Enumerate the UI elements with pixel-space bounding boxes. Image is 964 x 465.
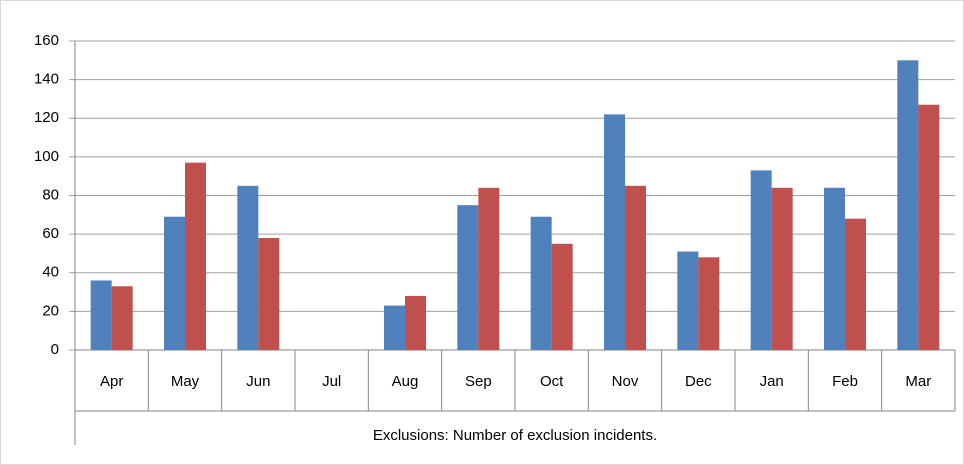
x-tick-label: Oct (540, 373, 564, 390)
bar (677, 251, 699, 350)
x-tick-label: Jun (246, 373, 270, 390)
bar (90, 280, 112, 350)
x-tick-label: Sep (465, 373, 492, 390)
y-tick-label: 120 (34, 109, 59, 126)
bar (237, 185, 259, 350)
bar (698, 257, 720, 350)
bar (750, 170, 772, 350)
y-tick-label: 160 (34, 32, 59, 49)
x-tick-label: Jul (322, 373, 341, 390)
x-tick-label: Mar (905, 373, 931, 390)
bar (625, 185, 646, 350)
bar (824, 187, 845, 350)
y-tick-label: 40 (42, 264, 59, 281)
bar (258, 237, 280, 350)
bar (897, 60, 919, 350)
x-tick-label: Apr (100, 373, 123, 390)
bar (164, 216, 185, 350)
y-tick-label: 20 (42, 302, 59, 319)
x-tick-label: Aug (392, 373, 419, 390)
bar (405, 295, 426, 350)
bar (771, 187, 793, 350)
bar (604, 114, 625, 350)
y-tick-label: 140 (34, 71, 59, 88)
bar (478, 187, 500, 350)
x-tick-label: Nov (612, 373, 639, 390)
x-tick-label: Jan (760, 373, 784, 390)
bar (551, 243, 573, 350)
y-tick-label: 0 (51, 341, 59, 358)
y-tick-label: 80 (42, 186, 59, 203)
bar (845, 218, 866, 350)
bar (457, 205, 479, 350)
bar (530, 216, 552, 350)
bar (111, 286, 133, 350)
x-tick-label: May (171, 373, 200, 390)
bar (918, 104, 940, 350)
y-tick-label: 60 (42, 225, 59, 242)
y-tick-label: 100 (34, 148, 59, 165)
bar (185, 162, 206, 350)
bar (384, 305, 405, 350)
x-tick-label: Feb (832, 373, 858, 390)
x-tick-label: Dec (685, 373, 712, 390)
x-axis-title: Exclusions: Number of exclusion incident… (373, 427, 657, 444)
